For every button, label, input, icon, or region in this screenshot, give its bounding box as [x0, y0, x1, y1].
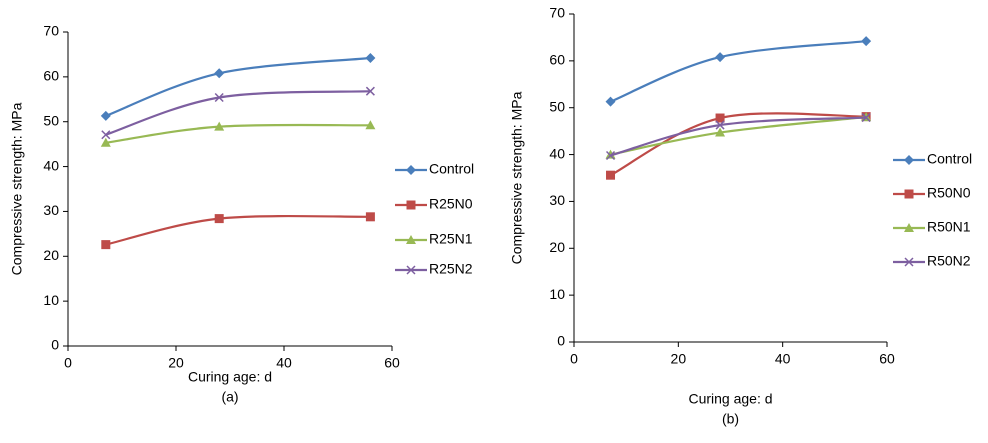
marker [605, 149, 616, 159]
y-tick-label: 50 [43, 112, 59, 128]
y-tick-label: 60 [549, 52, 565, 68]
caption: (b) [722, 411, 739, 427]
y-tick-label: 0 [557, 333, 565, 349]
marker [101, 240, 111, 250]
y-tick-label: 60 [43, 68, 59, 84]
y-axis-title: Compressive strength: MPa [509, 91, 525, 264]
x-axis-title: Curing age: d [188, 369, 272, 385]
marker [605, 96, 616, 107]
y-tick-label: 30 [43, 202, 59, 218]
y-tick-label: 50 [549, 98, 565, 114]
marker [365, 212, 375, 222]
marker [214, 68, 225, 79]
legend-label: R25N0 [429, 196, 473, 212]
y-tick-label: 10 [549, 286, 565, 302]
marker [365, 86, 375, 96]
series-line [610, 116, 867, 157]
x-tick-label: 20 [671, 351, 687, 367]
y-tick-label: 70 [549, 5, 565, 21]
marker [101, 130, 111, 140]
marker [214, 214, 224, 224]
y-tick-label: 70 [43, 23, 59, 39]
legend-label: Control [429, 161, 474, 177]
x-tick-label: 60 [384, 355, 400, 371]
marker [715, 52, 726, 63]
legend-label: R50N1 [927, 219, 971, 235]
legend-marker [904, 189, 914, 199]
x-tick-label: 20 [168, 355, 184, 371]
x-tick-label: 60 [879, 351, 895, 367]
series-line [105, 56, 371, 117]
marker [365, 120, 376, 130]
marker [606, 170, 616, 180]
y-axis-title: Compressive strength: MPa [9, 102, 25, 275]
legend-marker [904, 155, 914, 165]
legend-marker [406, 265, 416, 275]
marker [715, 127, 726, 137]
series-line [105, 214, 371, 246]
legend-marker [406, 235, 416, 244]
y-tick-label: 20 [549, 239, 565, 255]
marker [100, 110, 111, 121]
legend-label: R50N0 [927, 185, 971, 201]
x-tick-label: 0 [570, 351, 578, 367]
x-axis-title: Curing age: d [688, 391, 772, 407]
legend-marker [904, 223, 914, 232]
x-tick-label: 0 [64, 355, 72, 371]
legend-label: R25N1 [429, 231, 473, 247]
legend-marker [406, 165, 416, 175]
legend-label: R25N2 [429, 261, 473, 277]
marker [214, 92, 224, 103]
legend-label: R50N2 [927, 253, 971, 269]
y-tick-label: 40 [43, 157, 59, 173]
marker [715, 120, 725, 130]
marker [605, 150, 616, 161]
legend-marker [904, 257, 914, 267]
x-tick-label: 40 [775, 351, 791, 367]
marker [861, 36, 872, 47]
marker [365, 53, 376, 64]
marker [715, 113, 725, 123]
marker [214, 121, 225, 131]
y-tick-label: 40 [549, 145, 565, 161]
legend-marker [406, 200, 416, 210]
marker [100, 137, 111, 147]
y-tick-label: 10 [43, 292, 59, 308]
marker [861, 113, 871, 123]
series-line [105, 123, 371, 144]
y-tick-label: 20 [43, 247, 59, 263]
y-tick-label: 30 [549, 192, 565, 208]
caption: (a) [221, 389, 238, 405]
legend-label: Control [927, 151, 972, 167]
series-line [610, 40, 867, 103]
x-tick-label: 40 [276, 355, 292, 371]
y-tick-label: 0 [51, 337, 59, 353]
